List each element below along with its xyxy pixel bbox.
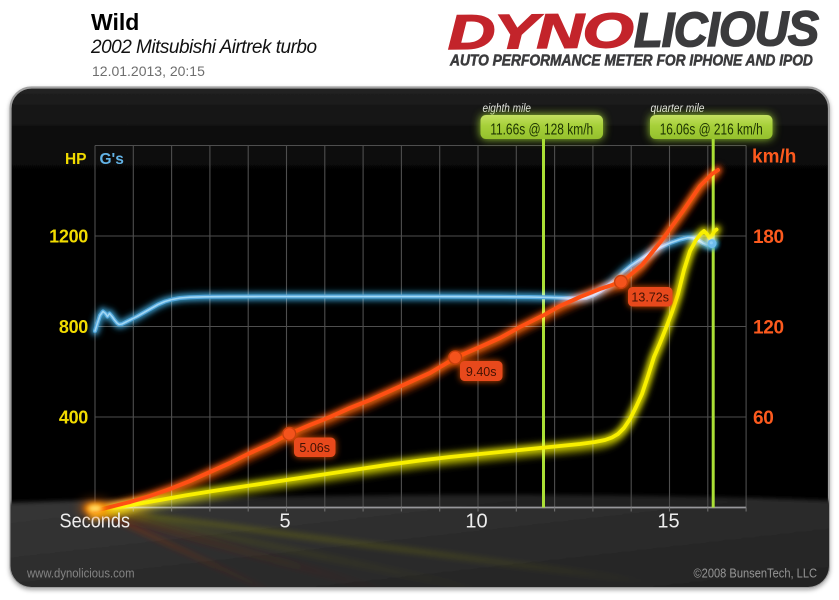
svg-text:5: 5 [279,510,290,532]
svg-text:www.dynolicious.com: www.dynolicious.com [26,567,134,581]
svg-text:12.01.2013, 20:15: 12.01.2013, 20:15 [92,63,205,79]
svg-text:60: 60 [753,408,774,429]
svg-text:©2008 BunsenTech, LLC: ©2008 BunsenTech, LLC [694,567,818,581]
svg-text:AUTO PERFORMANCE METER FOR IPH: AUTO PERFORMANCE METER FOR IPHONE AND IP… [449,53,813,70]
svg-text:10: 10 [465,510,487,532]
svg-text:9.40s: 9.40s [466,365,497,379]
svg-text:16.06s @ 216 km/h: 16.06s @ 216 km/h [660,121,763,138]
svg-text:G's: G's [100,151,124,168]
svg-text:quarter mile: quarter mile [651,101,705,115]
svg-text:11.66s @ 128 km/h: 11.66s @ 128 km/h [490,121,593,138]
svg-text:180: 180 [753,227,784,248]
svg-text:DYNO: DYNO [448,4,633,60]
svg-text:1200: 1200 [49,227,88,247]
svg-text:LICIOUS: LICIOUS [634,2,820,58]
svg-text:2002 Mitsubishi Airtrek turbo: 2002 Mitsubishi Airtrek turbo [90,37,317,58]
svg-text:13.72s: 13.72s [631,291,669,305]
svg-text:km/h: km/h [752,147,796,168]
svg-text:HP: HP [65,151,87,168]
svg-text:400: 400 [59,408,88,428]
svg-text:eighth mile: eighth mile [483,101,532,115]
svg-text:800: 800 [59,317,88,337]
svg-text:120: 120 [753,318,784,339]
svg-text:5.06s: 5.06s [299,441,330,455]
svg-text:15: 15 [657,510,679,532]
svg-text:Wild: Wild [91,9,139,35]
